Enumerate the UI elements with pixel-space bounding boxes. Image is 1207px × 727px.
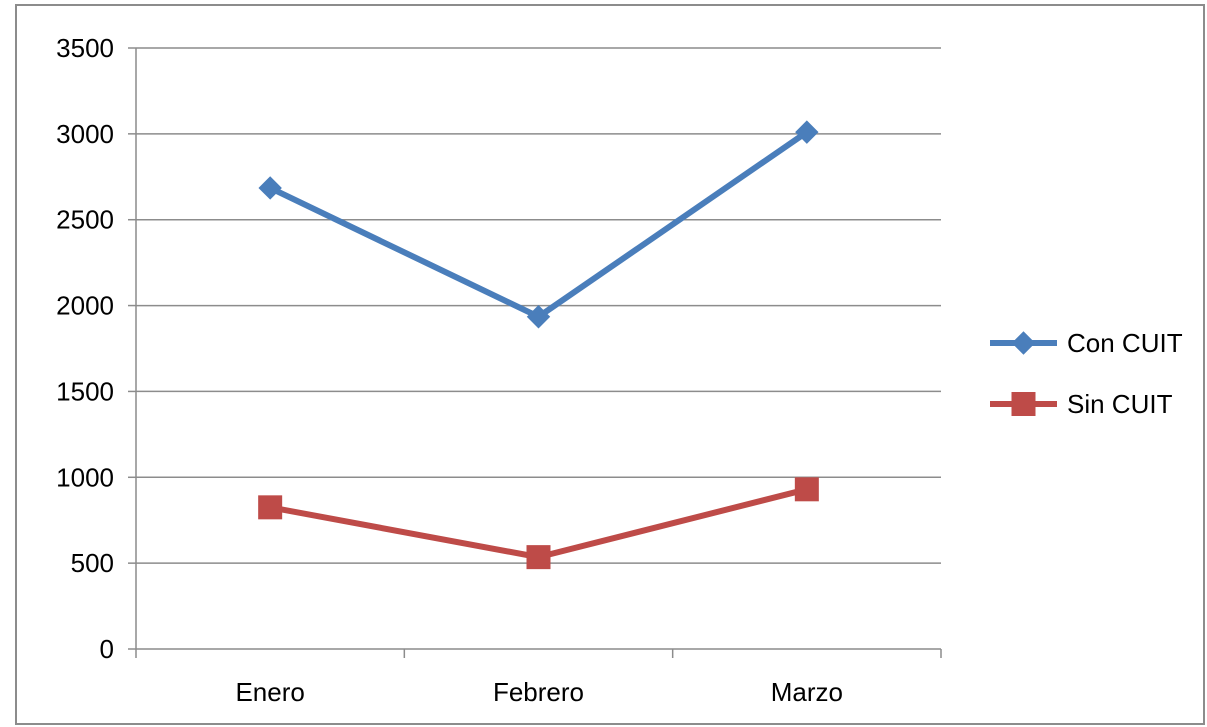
legend-marker-sin-cuit (1011, 392, 1036, 416)
legend-label-sin-cuit: Sin CUIT (1067, 389, 1173, 419)
y-tick-label: 1000 (56, 462, 114, 492)
y-tick-label: 3000 (56, 119, 114, 149)
y-tick-label: 3500 (56, 33, 114, 63)
x-tick-label-enero: Enero (235, 677, 304, 707)
y-tick-label: 1500 (56, 376, 114, 406)
y-tick-label: 2500 (56, 205, 114, 235)
series-line-con-cuit (268, 129, 809, 320)
legend-marker-con-cuit (1011, 331, 1036, 355)
y-tick-label: 0 (100, 634, 114, 664)
x-tick-label-febrero: Febrero (493, 677, 584, 707)
data-point-con-cuit-enero (258, 176, 282, 200)
y-tick-label: 2000 (56, 291, 114, 321)
data-point-sin-cuit-febrero (526, 545, 551, 570)
data-point-sin-cuit-enero (258, 495, 283, 520)
y-tick-label: 500 (71, 548, 114, 578)
x-tick-label-marzo: Marzo (771, 677, 843, 707)
data-point-con-cuit-febrero (526, 305, 551, 329)
chart-frame (15, 4, 1205, 725)
data-point-sin-cuit-marzo (794, 477, 819, 502)
data-point-con-cuit-marzo (795, 120, 819, 144)
legend-label-con-cuit: Con CUIT (1067, 328, 1183, 358)
